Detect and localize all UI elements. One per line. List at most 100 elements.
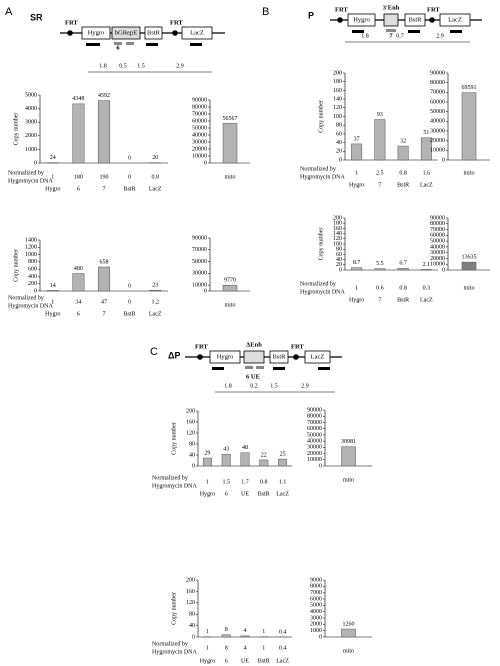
y-tick-label: 40 [189,623,195,629]
element-box [111,26,141,40]
value-label: 4 [244,628,247,634]
normalized-value: 2.5 [376,170,384,176]
y-tick-label: 30000 [192,271,207,277]
normalized-value: 4 [244,645,247,651]
y-tick-label: 120 [333,105,342,111]
normalized-value: 1.2 [151,299,159,305]
x-tick-label: UE [241,491,249,497]
x-tick-label: LacZ [420,297,433,303]
bar [240,635,250,638]
y-tick-label: 20000 [307,451,322,457]
value-label: 0.4 [279,629,287,635]
bar [221,634,231,638]
y-tick-label: 120 [333,236,342,242]
x-tick-label: 7 [378,182,381,188]
normalized-value: 190 [100,174,109,180]
element-label: BstR [272,353,286,360]
normalized-value: 1.6 [423,170,431,176]
value-label: 0 [128,155,131,161]
distance-label: 0.2 [250,383,258,389]
frt-label: FRT [170,19,183,26]
y-tick-label: 400 [28,274,37,280]
x-tick-label: LacZ [420,182,433,188]
bar [221,453,231,467]
y-tick-label: 90000 [430,215,445,221]
element-box [269,350,289,364]
distance-label: 1.5 [270,383,278,389]
y-tick-label: 200 [28,281,37,287]
y-tick-label: 1000 [25,147,37,153]
y-tick-label: 20000 [192,146,207,152]
normalized-value: 0.3 [423,285,431,291]
value-label: 51 [423,130,429,136]
x-tick-label: mito [224,174,235,180]
distance-label: 2.9 [436,33,444,39]
element-label: Hygro [353,16,370,23]
normalized-value: 1 [51,174,54,180]
y-tick-label: 50000 [430,109,445,115]
value-label: 30981 [341,439,356,445]
y-tick-label: 9000 [310,577,322,583]
y-tick-label: 4000 [25,106,37,112]
x-tick-label: mito [463,285,474,291]
y-tick-label: 70000 [430,227,445,233]
bar [97,100,111,164]
x-tick-label: Hygro [349,297,364,303]
frt-site [293,354,299,360]
distance-label: 2.9 [176,63,184,69]
value-label: 14 [50,283,56,289]
frt-label: FRT [195,343,208,350]
y-axis-label: Copy number [318,228,324,261]
panel-letter: B [262,6,269,18]
bar [149,289,162,292]
bar [222,284,238,292]
y-tick-label: 0 [192,634,195,640]
y-tick-label: 200 [186,408,195,414]
x-tick-label: 6 [225,491,228,497]
value-label: 22 [261,452,267,458]
normalized-value: 1 [262,645,265,651]
normalized-label: Hygromycin DNA [300,289,345,295]
y-tick-label: 40000 [430,119,445,125]
y-tick-label: 70000 [430,90,445,96]
normalized-value: 8 [225,645,228,651]
y-tick-label: 60000 [307,426,322,432]
y-tick-label: 0 [192,463,195,469]
panel-letter: A [5,6,13,18]
probe-bar [256,366,264,369]
probe-bar [212,367,224,370]
y-tick-label: 60 [336,252,342,258]
y-tick-label: 30000 [307,445,322,451]
element-box [304,350,331,364]
normalized-value: 180 [74,174,83,180]
probe-bar [273,367,285,370]
element-box [439,13,471,27]
normalized-label: Hygromycin DNA [300,174,345,180]
frt-label: FRT [335,6,348,13]
bar [420,137,432,161]
normalized-label: Hygromycin DNA [8,178,53,184]
y-tick-label: 80000 [192,104,207,110]
distance-label: 1.8 [99,63,107,69]
y-tick-label: 30000 [430,250,445,256]
panel-letter: C [150,346,158,358]
value-label: 25 [280,452,286,458]
y-tick-label: 1400 [25,237,37,243]
y-tick-label: 160 [186,419,195,425]
probe-bar [245,366,253,369]
value-label: 658 [100,259,109,265]
y-tick-label: 140 [333,231,342,237]
bar [461,261,477,271]
probe-label: 7 [389,32,393,39]
element-label: BstR [147,29,161,36]
normalized-value: 0.6 [376,285,384,291]
distance-label: 1.5 [137,63,145,69]
probe-bar [114,42,122,45]
y-tick-label: 5000 [25,92,37,98]
value-label: 24 [50,155,56,161]
y-tick-label: 160 [333,226,342,232]
y-tick-label: 180 [333,79,342,85]
y-tick-label: 10000 [307,457,322,463]
probe-bar [318,367,330,370]
probe-label: 6 [116,44,120,51]
